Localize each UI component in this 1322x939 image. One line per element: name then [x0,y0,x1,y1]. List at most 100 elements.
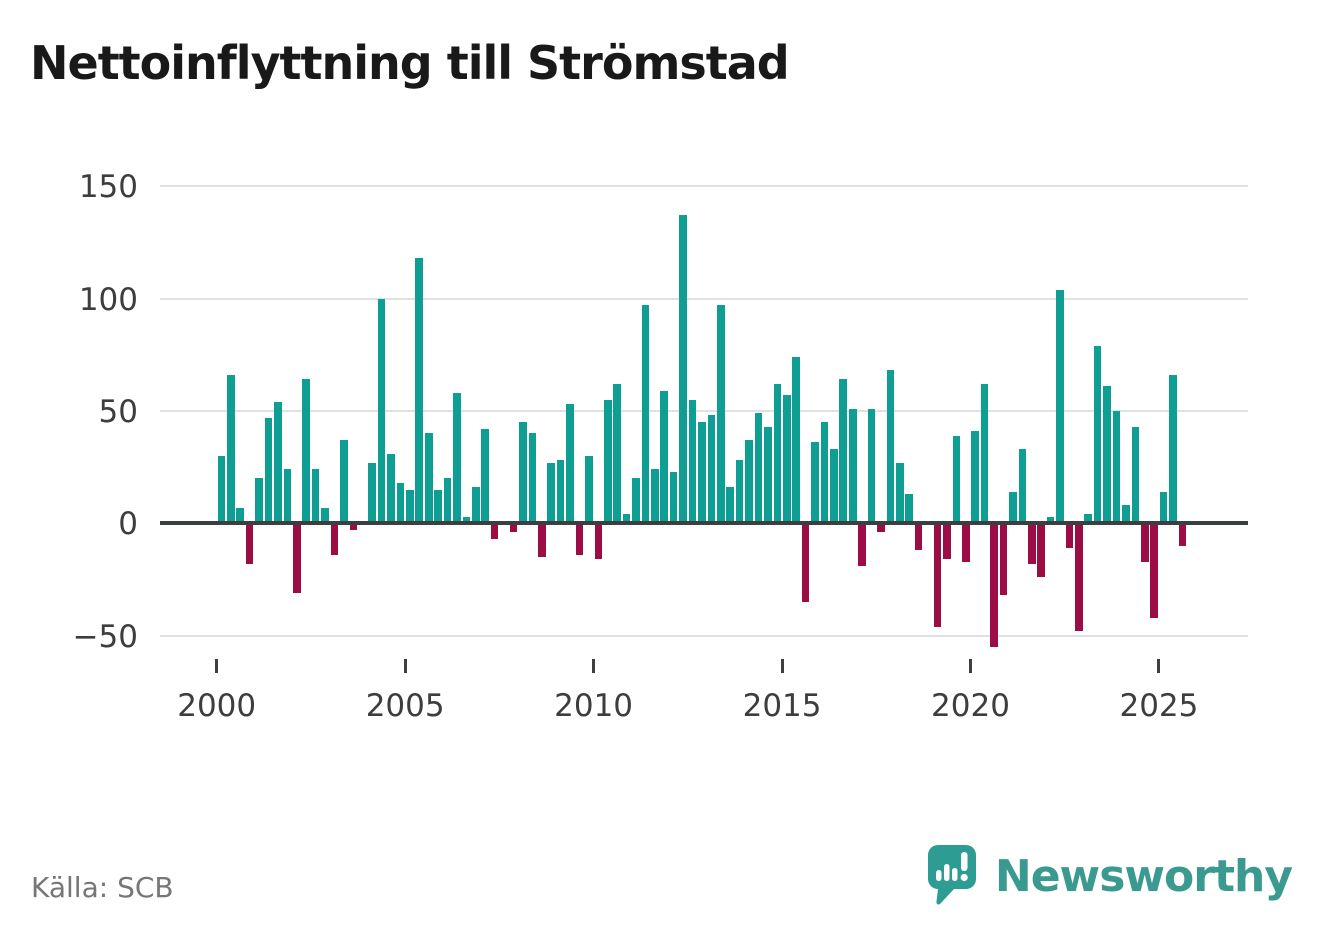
bar-positive [660,390,669,524]
source-note: Källa: SCB [31,871,174,904]
bar-positive [528,433,537,524]
x-axis-tickmark [403,659,407,673]
bar-positive [585,455,593,524]
zero-axis-line [160,521,1248,526]
bar-positive [688,399,697,524]
x-axis-tick-label: 2025 [1119,688,1199,724]
bar-negative [490,523,499,540]
bar-positive [830,449,838,524]
newsworthy-speech-bubble-chart-icon [927,845,976,905]
brand-name: Newsworthy [994,850,1293,902]
y-axis-tick-label: 100 [78,281,138,318]
bar-positive [1159,491,1168,524]
bar-positive [698,422,706,524]
x-axis-tick-label: 2010 [554,688,634,724]
bar-positive [302,379,310,524]
bar-negative [914,523,923,551]
bar-positive [905,494,914,524]
x-axis-tick-label: 2000 [177,688,257,724]
bar-positive [1056,289,1064,524]
y-axis-tick-label: 0 [118,506,138,543]
bar-negative [575,523,584,555]
bar-positive [1084,514,1093,524]
bar-negative [801,523,810,602]
bar-positive [274,401,282,524]
bar-positive [453,392,461,524]
bar-positive [886,370,895,524]
chart-title: Nettoinflyttning till Strömstad [30,36,790,90]
bar-positive [603,399,612,524]
bar-positive [547,462,555,524]
bar-negative [537,523,546,557]
bar-positive [632,478,640,524]
bar-negative [877,523,885,533]
bar-negative [509,523,518,533]
bar-negative [990,523,998,647]
bar-negative [1150,523,1159,618]
bar-negative [1178,523,1187,546]
bar-negative [594,523,603,560]
bar-positive [424,433,433,524]
gridline [160,634,1248,637]
y-axis-tick-label: 50 [98,393,138,430]
bar-positive [848,408,857,524]
bar-positive [735,460,744,524]
bar-negative [999,523,1008,596]
bar-positive [1131,426,1140,524]
bar-positive [782,395,791,524]
bar-positive [377,298,386,524]
bar-positive [971,431,979,524]
bar-negative [330,523,339,555]
bar-negative [961,523,970,562]
y-axis-tick-label: −50 [72,618,138,655]
bar-positive [641,305,650,524]
bar-negative [1037,523,1045,578]
bar-positive [472,487,480,524]
bar-positive [1018,449,1027,524]
bar-positive [462,516,471,524]
bar-positive [255,478,263,524]
bar-positive [839,379,848,524]
bar-positive [434,489,442,524]
bar-negative [1141,523,1149,562]
x-axis-tickmark [780,659,784,673]
bar-positive [1112,410,1121,524]
bar-negative [349,523,358,531]
bar-positive [387,453,395,524]
newsworthy-logo: Newsworthy [927,844,1293,908]
x-axis-tick-label: 2015 [742,688,822,724]
bar-positive [1046,516,1055,524]
bar-positive [556,460,565,524]
x-axis-tickmark [592,659,596,673]
bar-positive [227,374,235,524]
x-axis-tickmark [215,659,219,673]
gridline [160,409,1248,412]
bar-positive [952,435,961,524]
bar-positive [1009,491,1017,524]
bar-positive [1122,505,1130,524]
gridline [160,185,1248,188]
bar-positive [1169,374,1177,524]
bar-positive [707,415,716,524]
bar-positive [679,215,687,524]
bar-negative [1075,523,1083,632]
bar-negative [1065,523,1074,549]
bar-negative [943,523,951,560]
bar-positive [340,440,348,524]
bar-negative [292,523,301,593]
bar-positive [896,462,904,524]
bar-positive [651,469,659,524]
x-axis-tick-label: 2020 [931,688,1010,724]
bar-positive [368,462,376,524]
bar-negative [933,523,942,627]
bar-negative [1027,523,1036,564]
gridline [160,297,1248,300]
bar-positive [980,383,989,524]
bar-positive [283,469,292,524]
bar-positive [443,478,452,524]
bar-positive [1103,386,1111,524]
bar-positive [669,471,678,524]
bar-positive [622,514,631,524]
bar-positive [415,258,424,524]
x-axis-tick-label: 2005 [365,688,445,724]
